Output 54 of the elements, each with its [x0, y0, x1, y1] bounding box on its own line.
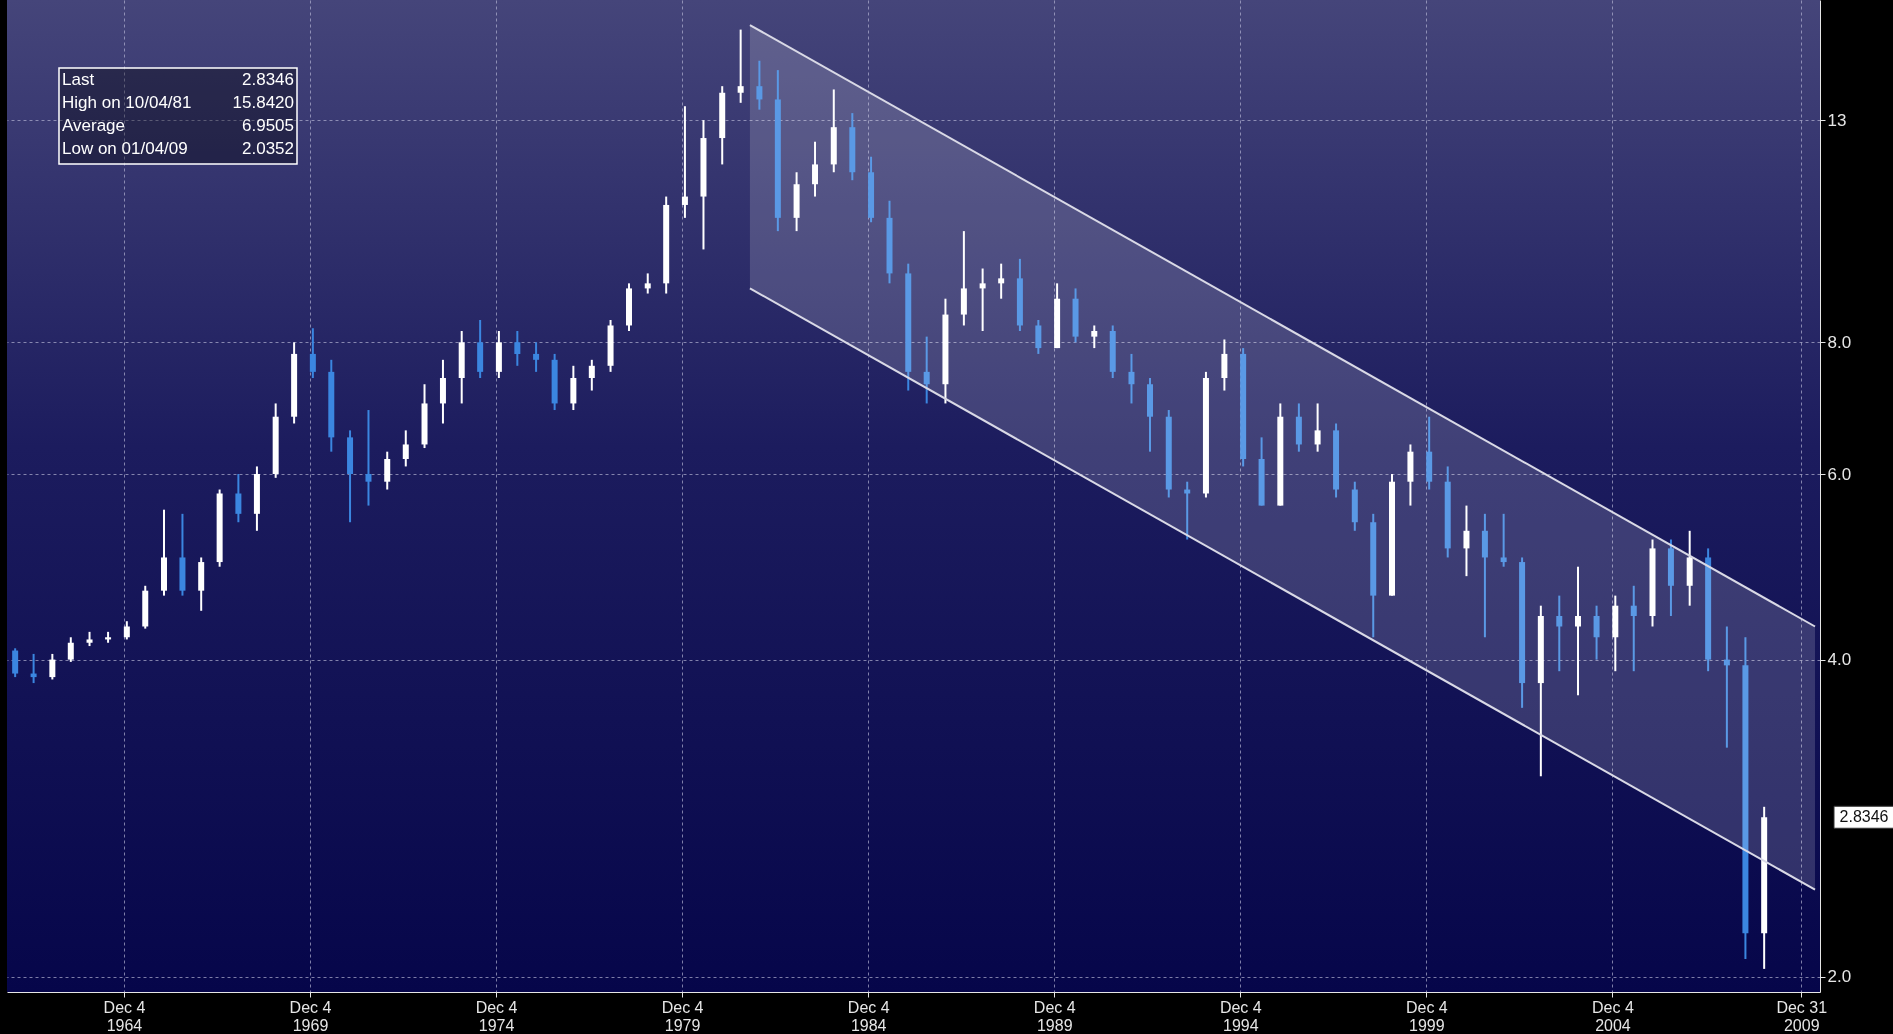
y-tick-label: 4.0	[1827, 650, 1852, 670]
y-tick-label: 2.0	[1827, 967, 1852, 987]
annotation: 2.0352	[242, 139, 294, 158]
x-tick-label: Dec 4 1999	[1405, 998, 1448, 1034]
y-tick-label: 8.0	[1827, 332, 1852, 352]
candlestick	[644, 272, 651, 295]
x-tick-label: Dec 4 2004	[1592, 998, 1634, 1034]
x-tick-label: Dec 4 1994	[1219, 998, 1262, 1034]
candlestick	[533, 341, 540, 373]
annotation: Last	[62, 70, 95, 89]
candlestick	[756, 59, 763, 111]
candlestick	[1128, 352, 1135, 405]
candlestick	[1556, 594, 1563, 673]
x-tick-label: Dec 4 1974	[475, 998, 518, 1034]
candlestick	[998, 262, 1005, 300]
candlestick	[365, 409, 372, 507]
candlestick	[588, 358, 595, 392]
candlestick	[1314, 402, 1321, 453]
candlestick	[123, 620, 130, 641]
candlestick	[1463, 504, 1470, 578]
candlestick	[681, 105, 688, 219]
candlestick	[1035, 318, 1042, 355]
candlestick	[309, 327, 316, 380]
candlestick	[1630, 584, 1637, 673]
candlestick	[1500, 512, 1507, 568]
annotation: 15.8420	[232, 93, 294, 112]
annotation: Low on 01/04/09	[62, 139, 188, 158]
y-tick-label: 13	[1827, 110, 1847, 130]
x-tick-label: Dec 4 1979	[661, 998, 704, 1034]
x-tick-label: Dec 4 1989	[1033, 998, 1076, 1034]
x-tick-label: Dec 4 1964	[103, 998, 146, 1034]
candlestick	[923, 335, 930, 405]
candlestick	[812, 140, 819, 198]
candlestick	[12, 647, 19, 679]
candlestick	[979, 267, 986, 333]
y-tick-label: 6.0	[1827, 464, 1852, 484]
x-tick-label: Dec 31 2009	[1776, 998, 1828, 1034]
candlestick	[1091, 324, 1098, 350]
x-tick-label: Dec 4 1984	[847, 998, 890, 1034]
candlestick	[384, 450, 391, 491]
annotation: Average	[62, 116, 126, 135]
candlestick	[1593, 604, 1600, 661]
candlestick	[49, 652, 56, 681]
annotation: 6.9505	[242, 116, 294, 135]
annotation: 2.8346	[242, 70, 294, 89]
annotation: High on 10/04/81	[62, 93, 192, 112]
candlestick	[514, 330, 521, 367]
candlestick	[235, 473, 242, 524]
candlestick	[67, 636, 74, 663]
text: 2.8346	[1839, 808, 1889, 826]
candlestick	[737, 28, 744, 104]
x-tick-label: Dec 4 1969	[289, 998, 332, 1034]
candlestick	[402, 429, 409, 468]
candlestick	[1575, 565, 1582, 697]
